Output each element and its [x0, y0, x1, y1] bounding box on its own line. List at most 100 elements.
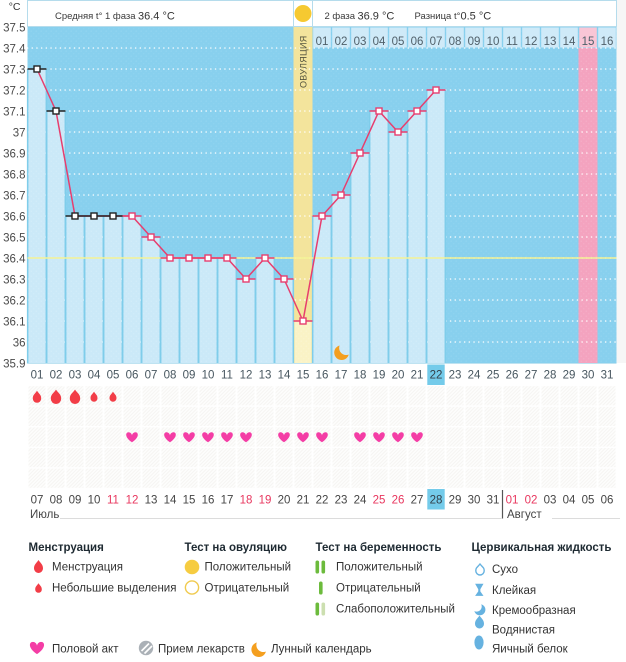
svg-text:05: 05 — [107, 370, 120, 382]
svg-text:17: 17 — [221, 495, 234, 507]
svg-text:10: 10 — [202, 370, 215, 382]
svg-text:Август: Август — [507, 509, 542, 521]
svg-text:29: 29 — [449, 495, 462, 507]
svg-text:12: 12 — [240, 370, 253, 382]
svg-text:36.5: 36.5 — [3, 233, 25, 245]
svg-text:37.1: 37.1 — [3, 107, 25, 119]
svg-text:Клейкая: Клейкая — [492, 585, 536, 597]
svg-text:24: 24 — [468, 370, 481, 382]
svg-text:11: 11 — [506, 36, 518, 48]
svg-text:09: 09 — [69, 495, 82, 507]
svg-text:Тест на овуляцию: Тест на овуляцию — [185, 542, 288, 554]
svg-text:13: 13 — [145, 495, 158, 507]
svg-text:01: 01 — [316, 36, 329, 48]
svg-text:22: 22 — [430, 370, 443, 382]
svg-text:18: 18 — [240, 495, 253, 507]
svg-text:Цервикальная жидкость: Цервикальная жидкость — [472, 542, 612, 554]
svg-text:13: 13 — [259, 370, 272, 382]
svg-text:16: 16 — [316, 370, 329, 382]
svg-text:Половой акт: Половой акт — [52, 644, 119, 656]
svg-text:07: 07 — [31, 495, 44, 507]
svg-text:26: 26 — [392, 495, 405, 507]
svg-text:19: 19 — [373, 370, 386, 382]
svg-text:Отрицательный: Отрицательный — [336, 583, 421, 595]
svg-text:36.3: 36.3 — [3, 275, 25, 287]
svg-text:08: 08 — [164, 370, 177, 382]
svg-text:30: 30 — [468, 495, 481, 507]
svg-text:01: 01 — [31, 370, 44, 382]
svg-text:27: 27 — [525, 370, 538, 382]
svg-text:14: 14 — [278, 370, 291, 382]
svg-text:Средняя t° 1 фаза: Средняя t° 1 фаза — [55, 11, 136, 22]
svg-text:02: 02 — [525, 495, 538, 507]
svg-text:17: 17 — [335, 370, 348, 382]
svg-text:07: 07 — [145, 370, 158, 382]
svg-text:36.7: 36.7 — [3, 191, 25, 203]
svg-text:07: 07 — [430, 36, 443, 48]
svg-text:04: 04 — [563, 495, 576, 507]
svg-text:05: 05 — [582, 495, 595, 507]
svg-text:03: 03 — [354, 36, 367, 48]
svg-text:18: 18 — [354, 370, 367, 382]
svg-text:12: 12 — [525, 36, 538, 48]
svg-text:26: 26 — [506, 370, 519, 382]
svg-text:25: 25 — [487, 370, 500, 382]
svg-text:31: 31 — [601, 370, 614, 382]
svg-text:Разница t°: Разница t° — [415, 11, 461, 22]
svg-text:Положительный: Положительный — [336, 562, 423, 574]
svg-text:15: 15 — [183, 495, 196, 507]
svg-text:15: 15 — [297, 370, 310, 382]
svg-text:23: 23 — [449, 370, 462, 382]
svg-text:21: 21 — [411, 370, 424, 382]
svg-text:20: 20 — [278, 495, 291, 507]
svg-text:37.3: 37.3 — [3, 65, 25, 77]
svg-text:11: 11 — [221, 370, 233, 382]
svg-text:Лунный календарь: Лунный календарь — [271, 644, 372, 656]
svg-text:Положительный: Положительный — [205, 562, 292, 574]
svg-text:36.8: 36.8 — [3, 170, 25, 182]
svg-text:06: 06 — [126, 370, 139, 382]
svg-text:°C: °C — [9, 1, 21, 13]
svg-text:28: 28 — [544, 370, 557, 382]
svg-text:22: 22 — [316, 495, 329, 507]
svg-text:Водянистая: Водянистая — [492, 625, 555, 637]
svg-text:Июль: Июль — [30, 509, 59, 521]
svg-text:06: 06 — [411, 36, 424, 48]
svg-text:36.9: 36.9 — [3, 149, 25, 161]
svg-text:Яичный белок: Яичный белок — [492, 644, 569, 656]
svg-text:21: 21 — [297, 495, 310, 507]
svg-text:Менструация: Менструация — [29, 542, 104, 554]
svg-text:35.9: 35.9 — [3, 359, 25, 371]
svg-text:Небольшие выделения: Небольшие выделения — [52, 583, 176, 595]
svg-text:31: 31 — [487, 495, 500, 507]
svg-text:04: 04 — [88, 370, 101, 382]
svg-text:09: 09 — [183, 370, 196, 382]
svg-text:11: 11 — [107, 495, 119, 507]
svg-text:10: 10 — [487, 36, 500, 48]
svg-text:12: 12 — [126, 495, 139, 507]
svg-text:Сухо: Сухо — [492, 564, 518, 576]
svg-text:08: 08 — [50, 495, 63, 507]
svg-text:36.2: 36.2 — [3, 296, 25, 308]
svg-text:25: 25 — [373, 495, 386, 507]
svg-text:Прием лекарств: Прием лекарств — [158, 644, 245, 656]
svg-text:37: 37 — [13, 128, 26, 140]
svg-text:16: 16 — [601, 36, 614, 48]
svg-text:23: 23 — [335, 495, 348, 507]
svg-text:13: 13 — [544, 36, 557, 48]
svg-text:36.4: 36.4 — [3, 254, 26, 266]
svg-text:ОВУЛЯЦИЯ: ОВУЛЯЦИЯ — [298, 35, 308, 88]
svg-text:02: 02 — [335, 36, 348, 48]
svg-text:09: 09 — [468, 36, 481, 48]
svg-text:20: 20 — [392, 370, 405, 382]
svg-text:04: 04 — [373, 36, 386, 48]
svg-text:37.5: 37.5 — [3, 23, 25, 35]
svg-text:2 фаза: 2 фаза — [325, 11, 356, 22]
svg-text:36.9 °C: 36.9 °C — [358, 11, 395, 23]
svg-text:29: 29 — [563, 370, 576, 382]
svg-text:Отрицательный: Отрицательный — [205, 583, 290, 595]
svg-text:36.1: 36.1 — [3, 317, 25, 329]
svg-text:36: 36 — [13, 338, 26, 350]
svg-text:03: 03 — [544, 495, 557, 507]
svg-text:19: 19 — [259, 495, 272, 507]
